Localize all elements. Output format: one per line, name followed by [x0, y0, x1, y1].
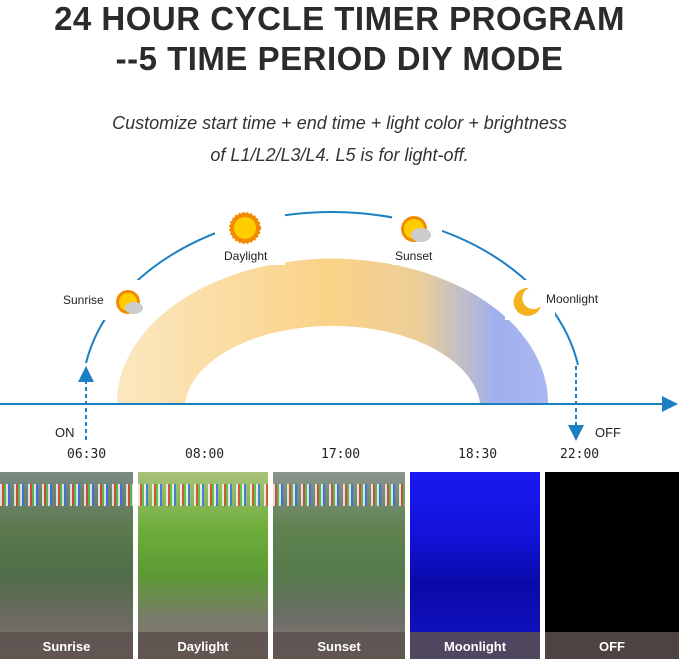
- panel-caption: Daylight: [138, 632, 268, 659]
- moon-icon: [513, 287, 541, 316]
- photo-panel-off: OFF: [545, 472, 679, 659]
- stage-label-sunrise: Sunrise: [63, 293, 104, 307]
- stage-label-sunset: Sunset: [395, 249, 433, 263]
- subtitle-line-2: of L1/L2/L3/L4. L5 is for light-off.: [210, 145, 469, 165]
- time-label: 22:00: [560, 447, 599, 462]
- sun-cloud-icon: [116, 290, 143, 314]
- panel-caption: Sunrise: [0, 632, 133, 659]
- stage-label-daylight: Daylight: [224, 249, 268, 263]
- on-label: ON: [55, 425, 75, 440]
- panel-caption: Sunset: [273, 632, 405, 659]
- off-label: OFF: [595, 425, 621, 440]
- subtitle-line-1: Customize start time + end time + light …: [112, 113, 567, 133]
- title-line-1: 24 HOUR CYCLE TIMER PROGRAM: [54, 0, 625, 37]
- time-label: 06:30: [67, 447, 106, 462]
- time-label: 18:30: [458, 447, 497, 462]
- photo-panel-moonlight: Moonlight: [410, 472, 540, 659]
- time-label: 17:00: [321, 447, 360, 462]
- light-gradient-arc: [117, 258, 548, 403]
- sun-cloud-icon: [401, 216, 431, 242]
- panel-caption: OFF: [545, 632, 679, 659]
- photo-panel-daylight: Daylight: [138, 472, 268, 659]
- photo-panel-sunset: Sunset: [273, 472, 405, 659]
- title-line-2: --5 TIME PERIOD DIY MODE: [115, 40, 564, 77]
- photo-panel-sunrise: Sunrise: [0, 472, 133, 659]
- time-label: 08:00: [185, 447, 224, 462]
- stage-label-moonlight: Moonlight: [546, 292, 599, 306]
- sun-icon: [229, 212, 261, 244]
- panel-caption: Moonlight: [410, 632, 540, 659]
- cycle-diagram: Sunrise Daylight Sunset Moonlight ON OFF…: [0, 210, 678, 462]
